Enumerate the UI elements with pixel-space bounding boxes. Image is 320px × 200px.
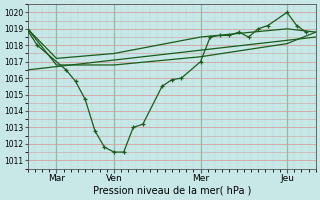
X-axis label: Pression niveau de la mer( hPa ): Pression niveau de la mer( hPa ): [92, 186, 251, 196]
